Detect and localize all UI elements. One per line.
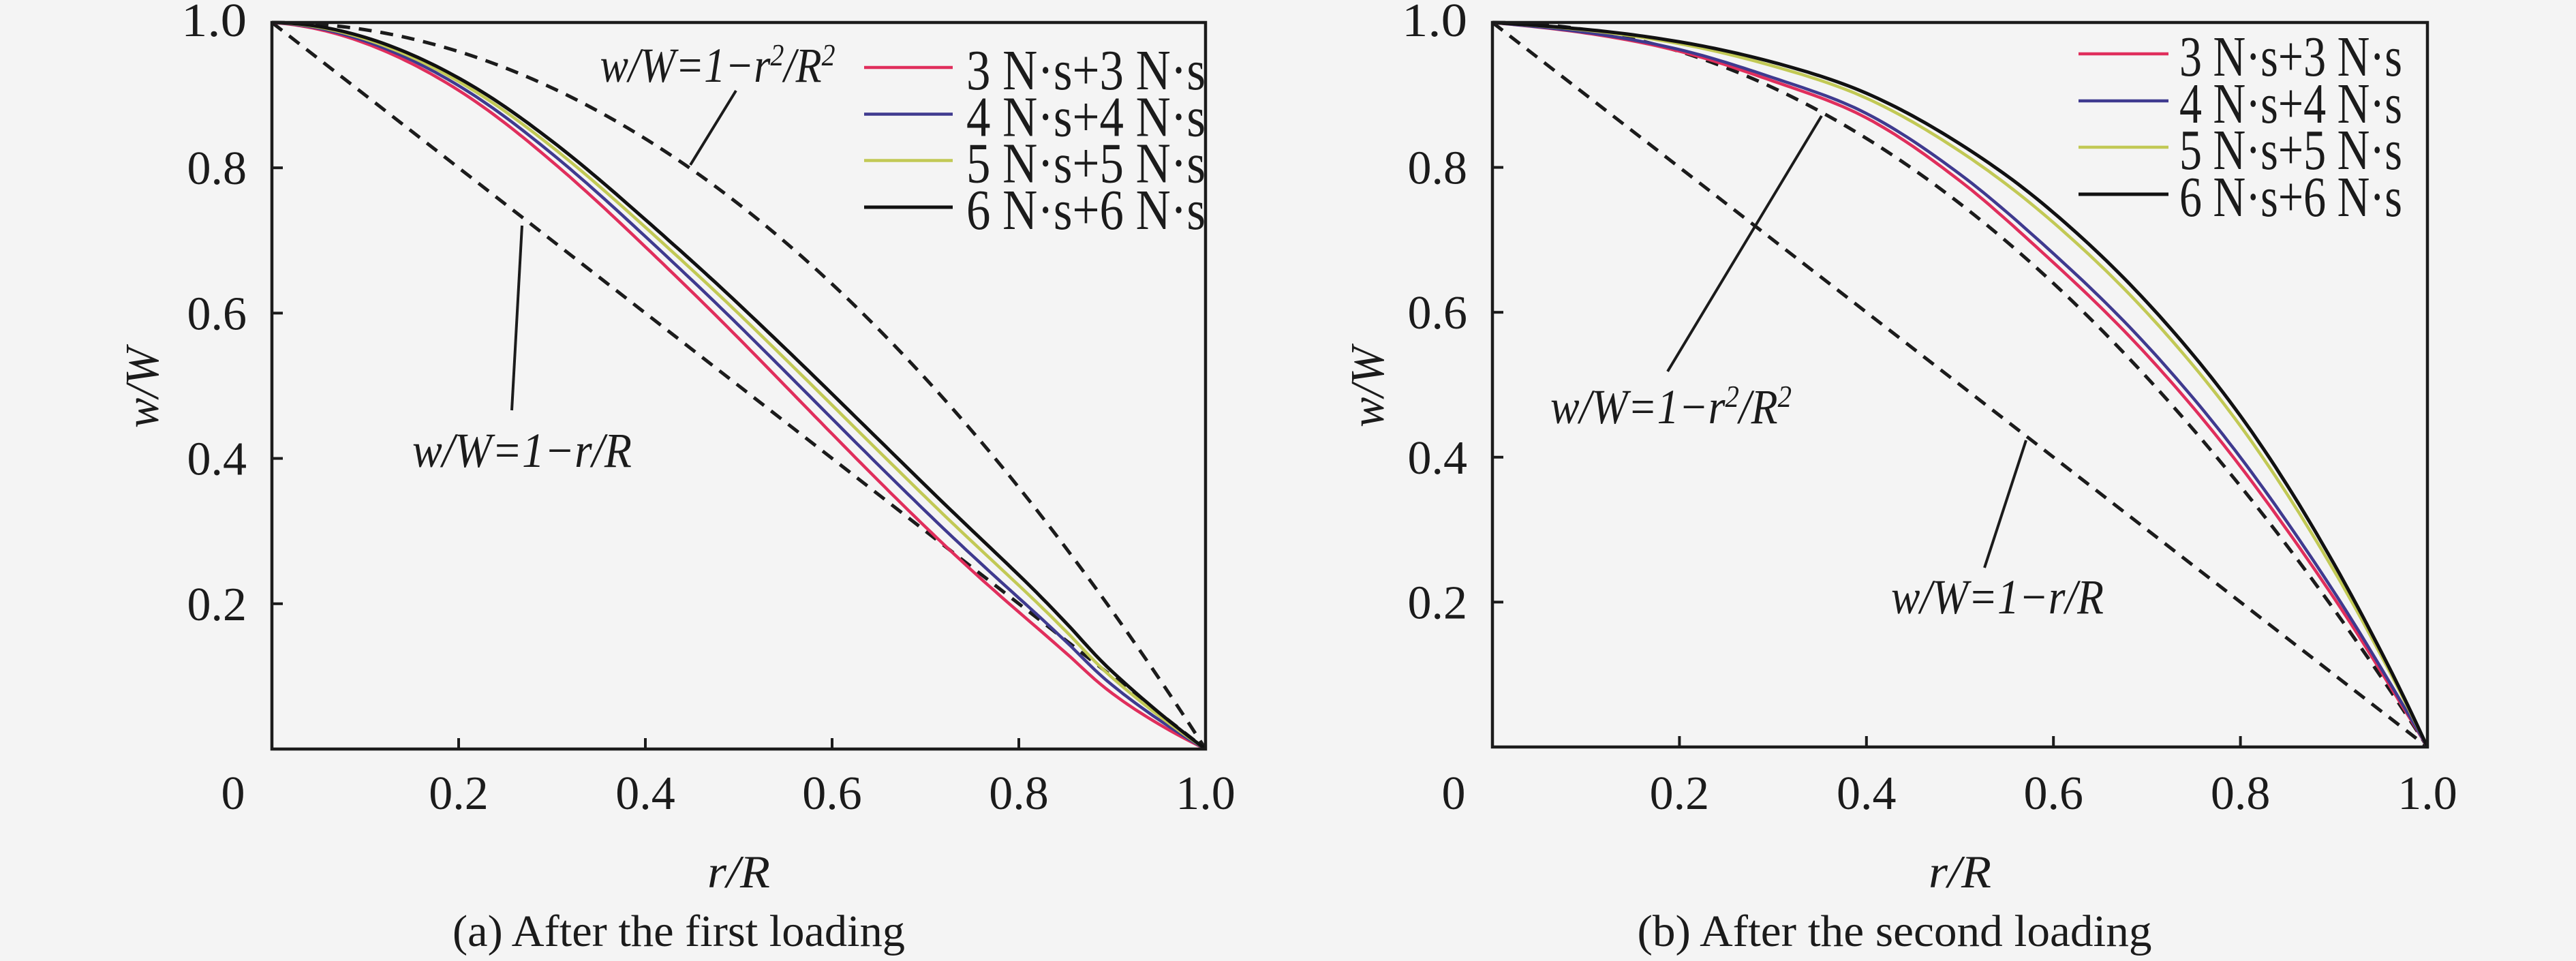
svg-text:0: 0 [221,767,245,820]
svg-text:r/R: r/R [1929,846,1991,898]
svg-text:0.2: 0.2 [1650,767,1710,820]
svg-text:0.2: 0.2 [1408,577,1468,629]
svg-text:6 N·s+6 N·s: 6 N·s+6 N·s [966,179,1206,242]
svg-text:0.4: 0.4 [615,767,675,820]
svg-text:w/W: w/W [117,344,169,428]
svg-text:0.6: 0.6 [2023,767,2083,820]
svg-text:6 N·s+6 N·s: 6 N·s+6 N·s [2179,166,2402,229]
svg-text:w/W=1−r2/R2: w/W=1−r2/R2 [600,37,835,93]
svg-text:4 N·s+4 N·s: 4 N·s+4 N·s [2179,72,2402,136]
svg-text:5 N·s+5 N·s: 5 N·s+5 N·s [2179,119,2402,182]
svg-text:w/W=1−r/R: w/W=1−r/R [1891,570,2104,624]
svg-text:5 N·s+5 N·s: 5 N·s+5 N·s [966,132,1206,196]
svg-text:0.4: 0.4 [1837,767,1897,820]
svg-text:(a) After the first loading: (a) After the first loading [453,906,905,956]
svg-text:0.4: 0.4 [1408,432,1468,485]
svg-text:0.2: 0.2 [429,767,489,820]
svg-text:1.0: 1.0 [1176,767,1236,820]
svg-text:0.4: 0.4 [187,433,247,486]
svg-text:0: 0 [1442,767,1466,820]
svg-text:4 N·s+4 N·s: 4 N·s+4 N·s [966,86,1206,149]
svg-text:0.6: 0.6 [187,288,247,340]
svg-text:0.2: 0.2 [187,579,247,631]
svg-text:1.0: 1.0 [181,0,247,47]
svg-text:0.6: 0.6 [1408,287,1468,339]
svg-text:3 N·s+3 N·s: 3 N·s+3 N·s [2179,25,2402,89]
svg-text:r/R: r/R [707,846,770,898]
svg-text:w/W=1−r/R: w/W=1−r/R [412,423,632,478]
svg-text:0.8: 0.8 [2211,767,2271,820]
svg-text:w/W: w/W [1342,344,1394,427]
svg-text:1.0: 1.0 [2397,767,2457,820]
svg-text:0.8: 0.8 [989,767,1049,820]
svg-text:3 N·s+3 N·s: 3 N·s+3 N·s [966,39,1206,102]
svg-text:1.0: 1.0 [1402,0,1467,47]
svg-text:w/W=1−r2/R2: w/W=1−r2/R2 [1550,379,1792,434]
svg-text:(b) After the second loading: (b) After the second loading [1638,906,2152,956]
svg-text:0.6: 0.6 [802,767,862,820]
svg-text:0.8: 0.8 [1408,142,1468,195]
svg-text:0.8: 0.8 [187,142,247,195]
